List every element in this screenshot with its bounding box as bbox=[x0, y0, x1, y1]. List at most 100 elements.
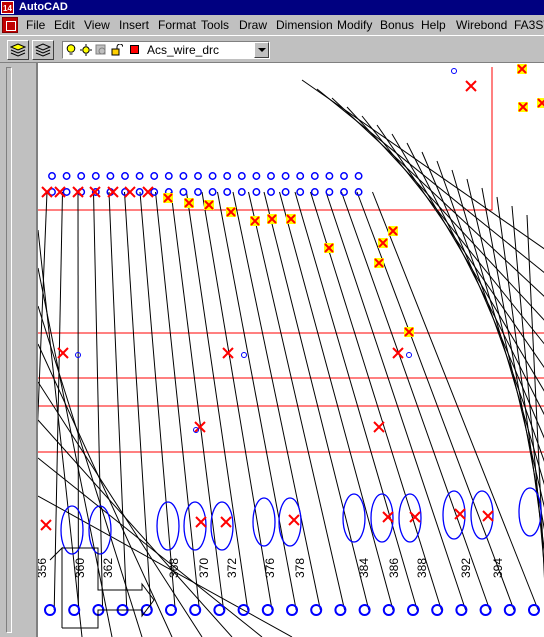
menu-format[interactable]: Format bbox=[158, 18, 197, 32]
bond-wire bbox=[38, 267, 113, 637]
bond-wire bbox=[496, 196, 544, 551]
top-pad bbox=[62, 172, 71, 180]
via-circle bbox=[406, 352, 412, 358]
bottom-pad bbox=[358, 604, 371, 616]
bond-wire bbox=[421, 151, 544, 439]
bond-oval bbox=[88, 505, 112, 555]
top-pad bbox=[164, 172, 173, 180]
top-pad bbox=[296, 188, 305, 196]
error-marker bbox=[378, 238, 388, 248]
top-pad bbox=[91, 188, 100, 196]
top-pad bbox=[223, 188, 232, 196]
pad-label: 386 bbox=[387, 558, 401, 578]
via-circle bbox=[75, 352, 81, 358]
top-pad bbox=[267, 172, 275, 180]
top-pad bbox=[62, 188, 71, 196]
window-title: AutoCAD bbox=[19, 1, 68, 13]
top-pad bbox=[208, 188, 217, 196]
left-dock-strip bbox=[0, 63, 36, 637]
error-marker bbox=[163, 193, 173, 203]
top-pad bbox=[208, 172, 217, 180]
top-pad bbox=[179, 188, 188, 196]
layers-button[interactable] bbox=[7, 40, 29, 60]
bond-wire bbox=[217, 191, 297, 611]
menu-help[interactable]: Help bbox=[421, 18, 446, 32]
bond-wire bbox=[201, 191, 273, 611]
bond-wire bbox=[361, 115, 544, 345]
bond-oval bbox=[398, 493, 422, 543]
top-pad bbox=[223, 172, 232, 180]
menu-wirebond[interactable]: Wirebond bbox=[456, 18, 508, 32]
menu-dimension[interactable]: Dimension bbox=[276, 18, 333, 32]
pad-label: 378 bbox=[293, 558, 307, 578]
bond-wire bbox=[53, 191, 63, 611]
menu-modify[interactable]: Modify bbox=[337, 18, 373, 32]
error-marker bbox=[194, 421, 206, 433]
drawing-canvas[interactable]: 356 360 362 368 370 372 376 378 384 386 388 392 394 bbox=[36, 63, 544, 637]
bottom-pad bbox=[528, 604, 540, 616]
bottom-pad bbox=[310, 604, 323, 616]
bond-wire bbox=[481, 187, 544, 530]
bond-wire bbox=[310, 191, 442, 611]
menu-file[interactable]: File bbox=[26, 18, 46, 32]
bond-oval bbox=[470, 490, 494, 540]
error-marker bbox=[517, 64, 527, 74]
error-marker bbox=[222, 347, 234, 359]
error-marker bbox=[288, 514, 300, 526]
bottom-pad bbox=[407, 604, 419, 616]
menu-tools[interactable]: Tools bbox=[201, 18, 230, 32]
menu-insert[interactable]: Insert bbox=[119, 18, 150, 32]
bottom-pad bbox=[286, 604, 298, 616]
bond-oval bbox=[342, 493, 366, 543]
menu-draw[interactable]: Draw bbox=[239, 18, 268, 32]
document-icon[interactable] bbox=[2, 17, 18, 33]
bond-wire bbox=[108, 191, 128, 611]
bond-wire bbox=[341, 191, 491, 611]
bond-wire bbox=[376, 124, 544, 368]
padlock-open-icon[interactable] bbox=[111, 44, 123, 56]
bottom-pad bbox=[382, 604, 395, 616]
error-marker bbox=[409, 511, 421, 523]
error-marker bbox=[267, 214, 277, 224]
bond-wire bbox=[391, 133, 544, 392]
lightbulb-on-icon[interactable] bbox=[66, 44, 76, 56]
bond-oval bbox=[442, 490, 466, 540]
menu-bonus[interactable]: Bonus bbox=[380, 18, 415, 32]
top-pad bbox=[252, 188, 261, 196]
bond-wire bbox=[451, 169, 544, 485]
error-marker bbox=[286, 214, 296, 224]
make-object-layer-current-button[interactable] bbox=[32, 40, 54, 60]
bond-wire bbox=[346, 106, 544, 321]
autocad-app-icon[interactable]: 14 bbox=[1, 1, 14, 14]
menu-view[interactable]: View bbox=[84, 18, 110, 32]
top-pad bbox=[237, 188, 246, 196]
top-pad bbox=[325, 172, 334, 180]
bottom-pad bbox=[68, 604, 81, 616]
wirebond-drawing[interactable]: 356 360 362 368 370 372 376 378 384 386 388 392 394 bbox=[38, 63, 544, 637]
error-marker bbox=[142, 186, 154, 198]
bond-wire bbox=[139, 191, 176, 611]
error-highlight bbox=[537, 98, 544, 108]
top-pad bbox=[77, 172, 86, 180]
error-marker bbox=[388, 226, 398, 236]
sun-thaw-icon[interactable] bbox=[80, 44, 92, 56]
error-marker bbox=[226, 207, 236, 217]
bottom-pad bbox=[165, 604, 177, 616]
bond-wire bbox=[93, 191, 104, 611]
bond-wire bbox=[316, 88, 544, 274]
chevron-down-icon[interactable] bbox=[254, 42, 269, 58]
bond-wire bbox=[155, 191, 200, 611]
layer-dropdown[interactable]: Acs_wire_drc bbox=[62, 41, 270, 59]
error-marker bbox=[392, 347, 404, 359]
dimension-arrow bbox=[62, 547, 155, 629]
pad-label: 370 bbox=[197, 558, 211, 578]
top-pad bbox=[150, 188, 159, 196]
viewport-freeze-icon[interactable] bbox=[95, 44, 107, 56]
bond-oval bbox=[370, 493, 394, 543]
menu-fa3st[interactable]: FA3ST bbox=[514, 18, 544, 32]
bottom-pad bbox=[455, 604, 468, 616]
menu-edit[interactable]: Edit bbox=[54, 18, 75, 32]
top-pad bbox=[310, 188, 319, 196]
error-marker bbox=[40, 519, 52, 531]
bond-wire bbox=[511, 205, 544, 570]
